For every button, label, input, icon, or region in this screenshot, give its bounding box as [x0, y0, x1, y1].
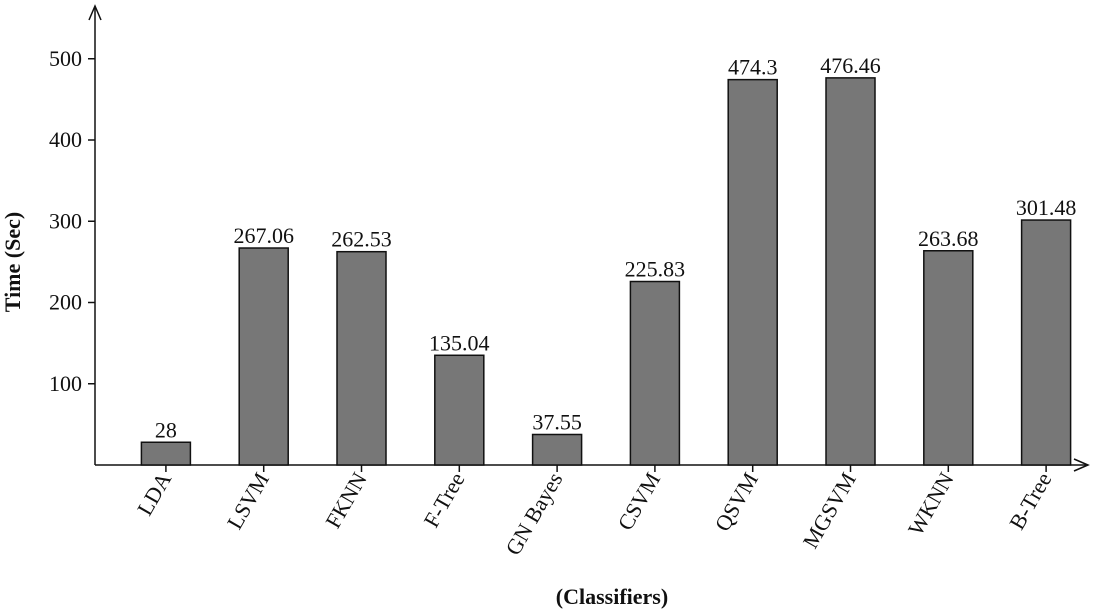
y-tick-label: 200	[49, 290, 82, 315]
y-axis-arrow	[88, 4, 102, 21]
bar	[727, 78, 778, 466]
y-tick-label: 300	[49, 208, 82, 233]
bar-value-label: 262.53	[331, 227, 392, 252]
category-label: B-Tree	[1004, 468, 1056, 534]
value-labels: 28 267.06 262.53 135.04 37.55 225.83 474.3 476.…	[155, 53, 1076, 442]
category-label: MGSVM	[798, 468, 861, 553]
bar	[629, 280, 681, 466]
bar-value-label: 301.48	[1016, 195, 1077, 220]
bar-value-label: 37.55	[532, 409, 582, 434]
category-label: QSVM	[710, 468, 763, 536]
bar	[1020, 219, 1072, 466]
bar	[140, 441, 192, 466]
bar	[336, 250, 387, 466]
bar-value-label: 28	[155, 417, 177, 442]
bar-value-label: 263.68	[918, 226, 979, 251]
bars	[140, 77, 1072, 472]
bar-value-label: 474.3	[728, 55, 778, 80]
category-labels: LDA LSVM FKNN F-Tree GN Bayes CSVM QSVM MGSVM WK…	[132, 468, 1056, 559]
category-label: LSVM	[222, 468, 274, 533]
bar-value-label: 225.83	[625, 257, 686, 282]
category-label: GN Bayes	[500, 468, 567, 559]
y-ticks: 100 200 300 400 500	[49, 46, 95, 396]
bar-value-label: 267.06	[233, 223, 294, 248]
category-label: WKNN	[903, 468, 959, 540]
category-label: LDA	[132, 468, 176, 520]
bar	[531, 433, 583, 466]
bar	[238, 247, 289, 466]
category-label: F-Tree	[418, 468, 469, 532]
x-axis-arrow	[1073, 458, 1090, 472]
bar-value-label: 135.04	[429, 330, 490, 355]
y-tick-label: 500	[49, 46, 82, 71]
bar	[825, 77, 876, 466]
y-axis-title: Time (Sec)	[0, 212, 25, 312]
y-tick-label: 400	[49, 127, 82, 152]
category-label: FKNN	[320, 468, 372, 532]
y-tick-label: 100	[49, 371, 82, 396]
bar-value-label: 476.46	[820, 53, 881, 78]
x-axis-title: (Classifiers)	[556, 584, 668, 609]
bar	[434, 354, 485, 466]
bar	[923, 250, 974, 466]
category-label: CSVM	[612, 468, 665, 535]
